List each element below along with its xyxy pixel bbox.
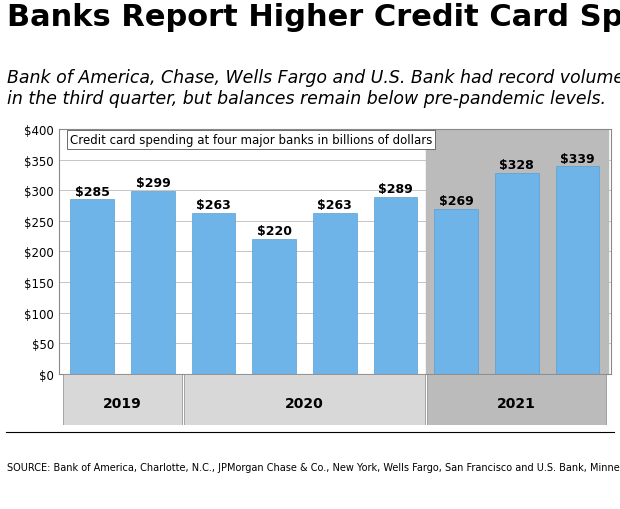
Text: Credit card spending at four major banks in billions of dollars: Credit card spending at four major banks… [70, 133, 432, 147]
Text: $289: $289 [378, 183, 413, 196]
Bar [495, 174, 539, 374]
Text: 2021: 2021 [497, 397, 536, 411]
Bar [131, 191, 175, 374]
Text: Banks Report Higher Credit Card Spending: Banks Report Higher Credit Card Spending [7, 3, 620, 32]
Bar [252, 240, 296, 374]
Text: $339: $339 [560, 152, 595, 165]
Text: 2019: 2019 [103, 397, 142, 411]
Text: SOURCE: Bank of America, Charlotte, N.C., JPMorgan Chase & Co., New York, Wells : SOURCE: Bank of America, Charlotte, N.C.… [7, 462, 620, 472]
Text: $299: $299 [136, 177, 170, 190]
Text: $285: $285 [75, 185, 110, 198]
Text: $328: $328 [499, 159, 534, 172]
Bar [374, 197, 417, 374]
Bar [434, 210, 478, 374]
Bar [313, 213, 356, 374]
Bar [426, 130, 608, 374]
Bar [556, 167, 599, 374]
Bar [184, 374, 425, 425]
Text: $263: $263 [317, 199, 352, 212]
Text: $269: $269 [439, 195, 474, 208]
Text: Bank of America, Chase, Wells Fargo and U.S. Bank had record volume
in the third: Bank of America, Chase, Wells Fargo and … [7, 69, 620, 107]
Text: $263: $263 [196, 199, 231, 212]
Bar [71, 200, 114, 374]
Bar [192, 213, 236, 374]
Text: $220: $220 [257, 225, 291, 238]
Bar [427, 374, 606, 425]
Text: 2020: 2020 [285, 397, 324, 411]
Bar [63, 374, 182, 425]
